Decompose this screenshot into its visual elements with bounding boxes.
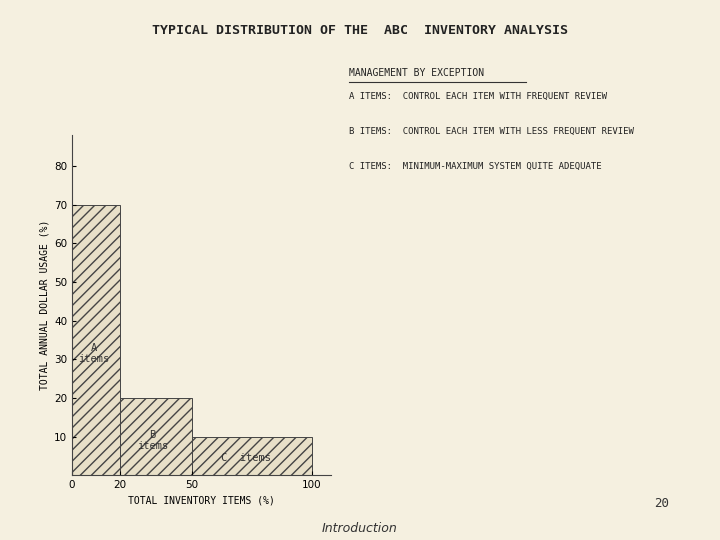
Text: C  items: C items — [221, 453, 271, 463]
Text: A
items: A items — [78, 342, 109, 364]
Text: TYPICAL DISTRIBUTION OF THE  ABC  INVENTORY ANALYSIS: TYPICAL DISTRIBUTION OF THE ABC INVENTOR… — [152, 24, 568, 37]
Text: Introduction: Introduction — [322, 522, 398, 535]
Bar — [192, 436, 312, 475]
Bar — [72, 205, 120, 475]
Text: A ITEMS:  CONTROL EACH ITEM WITH FREQUENT REVIEW: A ITEMS: CONTROL EACH ITEM WITH FREQUENT… — [349, 92, 607, 101]
Text: B
items: B items — [137, 430, 168, 451]
X-axis label: TOTAL INVENTORY ITEMS (%): TOTAL INVENTORY ITEMS (%) — [128, 496, 275, 505]
Text: MANAGEMENT BY EXCEPTION: MANAGEMENT BY EXCEPTION — [349, 68, 485, 78]
Text: C ITEMS:  MINIMUM-MAXIMUM SYSTEM QUITE ADEQUATE: C ITEMS: MINIMUM-MAXIMUM SYSTEM QUITE AD… — [349, 162, 602, 171]
Y-axis label: TOTAL ANNUAL DOLLAR USAGE (%): TOTAL ANNUAL DOLLAR USAGE (%) — [40, 220, 50, 390]
Text: 20: 20 — [654, 497, 670, 510]
Bar — [120, 398, 192, 475]
Text: B ITEMS:  CONTROL EACH ITEM WITH LESS FREQUENT REVIEW: B ITEMS: CONTROL EACH ITEM WITH LESS FRE… — [349, 127, 634, 136]
